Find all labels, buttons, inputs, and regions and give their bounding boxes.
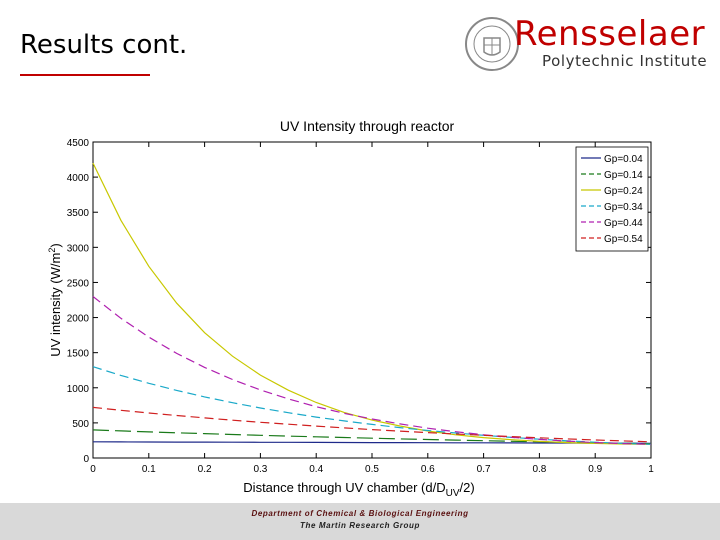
rensselaer-logo: Rensselaer Polytechnic Institute: [462, 12, 712, 78]
y-tick-label: 3500: [67, 208, 90, 219]
legend-label: Gp=0.34: [604, 202, 643, 213]
x-tick-label: 1: [648, 464, 654, 475]
x-tick-label: 0.5: [365, 464, 379, 475]
series-lines: [92, 162, 652, 445]
legend-label: Gp=0.04: [604, 154, 643, 165]
legend-box: [575, 146, 649, 252]
x-axis-label: Distance through UV chamber (d/DUV/2): [243, 480, 474, 499]
plot-area: [92, 141, 652, 459]
slide-title: Results cont.: [20, 30, 188, 60]
rpi-seal-icon: [465, 17, 519, 71]
x-tick-label: 0.2: [198, 464, 212, 475]
y-tick-label: 4500: [67, 138, 90, 149]
legend-label: Gp=0.54: [604, 234, 643, 245]
series-line-gp-0-04: [92, 441, 652, 444]
y-tick-label: 3000: [67, 243, 90, 254]
series-line-gp-0-44: [92, 296, 652, 445]
y-tick-label: 4000: [67, 173, 90, 184]
logo-subtitle: Polytechnic Institute: [542, 52, 708, 70]
series-line-gp-0-34: [92, 366, 652, 445]
x-tick-label: 0.9: [588, 464, 602, 475]
x-tick-label: 0.4: [309, 464, 323, 475]
x-axis: 0 0.1 0.2 0.3 0.4 0.5 0.6 0.7 0.8 0.9 1: [90, 142, 654, 475]
legend-label: Gp=0.44: [604, 218, 643, 229]
series-line-gp-0-54: [92, 406, 652, 443]
y-tick-label: 2000: [67, 314, 90, 325]
y-axis-label: UV intensity (W/m2): [47, 243, 63, 356]
footer-group: The Martin Research Group: [300, 521, 420, 530]
y-tick-label: 2500: [67, 278, 90, 289]
y-tick-label: 1500: [67, 349, 90, 360]
legend-label: Gp=0.14: [604, 170, 643, 181]
chart-legend: Gp=0.04 Gp=0.14 Gp=0.24 Gp=0.34 Gp=0.44 Gp=0.…: [575, 146, 649, 252]
x-tick-label: 0.3: [253, 464, 267, 475]
x-tick-label: 0.6: [421, 464, 435, 475]
chart-title: UV Intensity through reactor: [280, 118, 455, 134]
title-underline: [20, 74, 150, 76]
series-line-gp-0-24: [92, 162, 652, 445]
logo-wordmark: Rensselaer: [514, 14, 706, 54]
y-tick-label: 1000: [67, 384, 90, 395]
legend-label: Gp=0.24: [604, 186, 643, 197]
x-tick-label: 0.1: [142, 464, 156, 475]
footer-department: Department of Chemical & Biological Engi…: [251, 509, 469, 518]
y-tick-label: 500: [72, 419, 89, 430]
x-tick-label: 0.8: [532, 464, 546, 475]
x-tick-label: 0.7: [477, 464, 491, 475]
uv-intensity-chart: UV Intensity through reactor 0 500 1000 150…: [47, 118, 654, 499]
footer-bar: Department of Chemical & Biological Engi…: [0, 503, 720, 540]
x-tick-label: 0: [90, 464, 96, 475]
y-tick-label: 0: [83, 454, 89, 465]
